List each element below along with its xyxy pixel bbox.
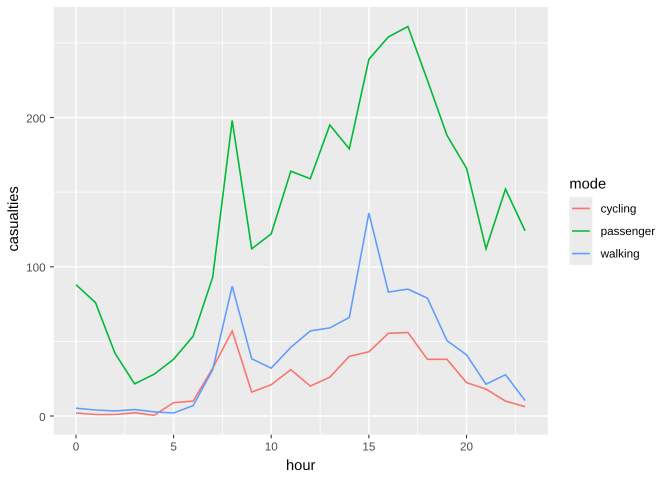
svg-text:cycling: cycling — [601, 203, 637, 216]
svg-text:200: 200 — [26, 112, 46, 125]
svg-text:0: 0 — [39, 411, 46, 424]
svg-text:casualties: casualties — [6, 186, 22, 251]
svg-text:0: 0 — [73, 441, 80, 454]
svg-text:10: 10 — [265, 441, 279, 454]
svg-text:15: 15 — [362, 441, 376, 454]
svg-text:5: 5 — [170, 441, 177, 454]
svg-text:hour: hour — [286, 458, 316, 474]
svg-text:100: 100 — [26, 262, 46, 275]
svg-text:passenger: passenger — [601, 225, 656, 238]
svg-text:20: 20 — [460, 441, 474, 454]
svg-text:walking: walking — [600, 248, 640, 261]
svg-text:mode: mode — [569, 177, 606, 193]
